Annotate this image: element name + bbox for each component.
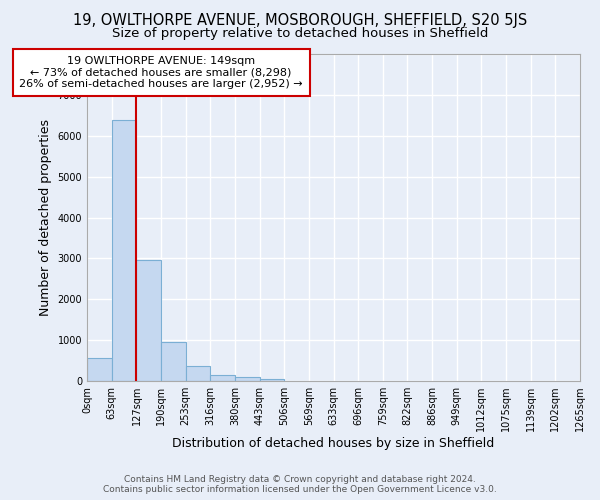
Y-axis label: Number of detached properties: Number of detached properties: [39, 119, 52, 316]
Bar: [136, 260, 161, 381]
Bar: [210, 374, 235, 381]
Text: Size of property relative to detached houses in Sheffield: Size of property relative to detached ho…: [112, 28, 488, 40]
Bar: [87, 358, 112, 381]
X-axis label: Distribution of detached houses by size in Sheffield: Distribution of detached houses by size …: [172, 437, 494, 450]
Bar: [260, 378, 284, 381]
Text: 19 OWLTHORPE AVENUE: 149sqm
← 73% of detached houses are smaller (8,298)
26% of : 19 OWLTHORPE AVENUE: 149sqm ← 73% of det…: [19, 56, 303, 89]
Bar: [185, 366, 210, 381]
Bar: [235, 377, 260, 381]
Text: 19, OWLTHORPE AVENUE, MOSBOROUGH, SHEFFIELD, S20 5JS: 19, OWLTHORPE AVENUE, MOSBOROUGH, SHEFFI…: [73, 12, 527, 28]
Bar: [161, 342, 185, 381]
Text: Contains HM Land Registry data © Crown copyright and database right 2024.
Contai: Contains HM Land Registry data © Crown c…: [103, 474, 497, 494]
Bar: [112, 120, 136, 381]
